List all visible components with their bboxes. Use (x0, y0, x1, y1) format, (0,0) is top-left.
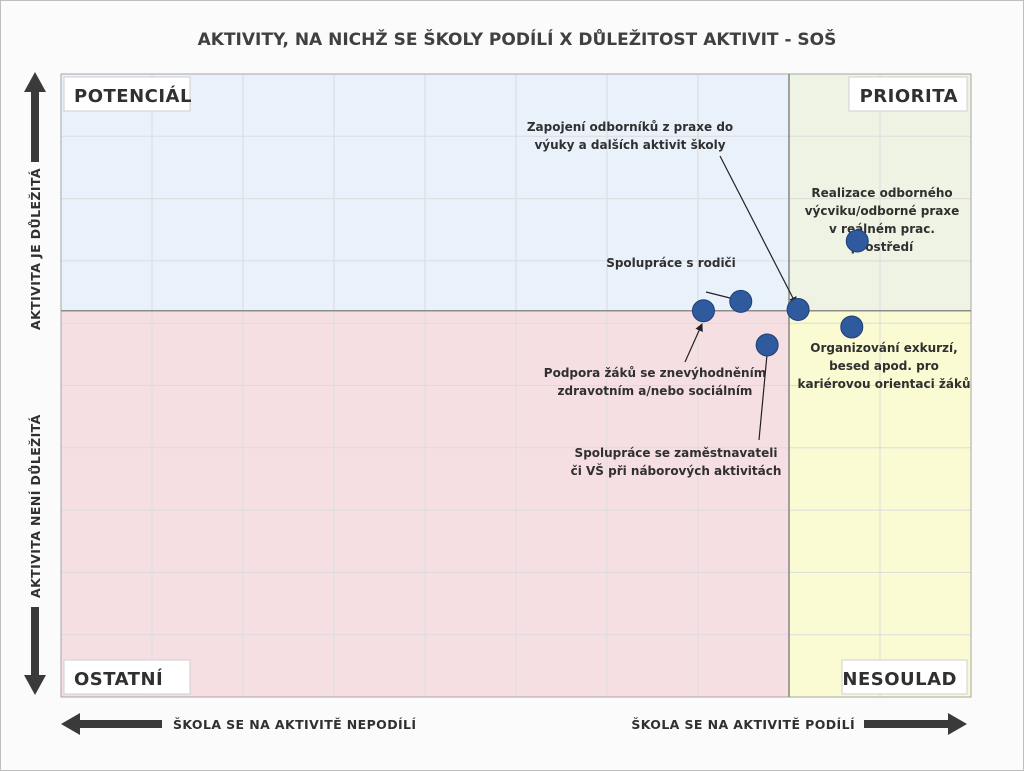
y-axis-label-top: AKTIVITA JE DŮLEŽITÁ (28, 168, 43, 330)
data-point (755, 333, 779, 357)
point-annotations: Realizace odborného výcviku/odborné praxe… (527, 120, 971, 478)
annotation-arrow (758, 343, 772, 441)
data-points (691, 229, 869, 357)
annotation-arrow (719, 155, 797, 305)
data-point (840, 315, 864, 339)
data-point (845, 229, 869, 253)
chart-title: AKTIVITY, NA NICHŽ SE ŠKOLY PODÍLÍ X DŮL… (198, 27, 837, 50)
quadrant-label-nesoulad-text: NESOULAD (842, 669, 957, 690)
quadrant-label-priorita-text: PRIORITA (860, 86, 958, 107)
y-axis-label-bottom: AKTIVITA NENÍ DŮLEŽITÁ (28, 414, 43, 598)
annotation-arrow (684, 323, 703, 363)
x-axis-right-arrow (864, 713, 967, 735)
y-axis-up-arrow (24, 72, 46, 162)
x-axis-label-right: ŠKOLA SE NA AKTIVITĚ PODÍLÍ (631, 717, 855, 732)
quadrant-label-ostatni: OSTATNÍ (63, 659, 191, 695)
point-label: Podpora žáků se znevýhodněním zdravotním … (544, 366, 766, 398)
point-label: Organizování exkurzí, besed apod. pro kari… (798, 341, 971, 391)
point-label: Spolupráce se zaměstnavateli či VŠ při ná… (571, 446, 782, 478)
plot-border (60, 73, 972, 698)
quadrant-label-priorita: PRIORITA (848, 76, 968, 112)
quadrant-label-potencial-text: POTENCIÁL (74, 85, 192, 107)
data-point (729, 289, 753, 313)
point-label: Spolupráce s rodiči (606, 256, 736, 270)
quadrant-label-ostatni-text: OSTATNÍ (74, 668, 163, 690)
point-label: Zapojení odborníků z praxe do výuky a dal… (527, 120, 733, 152)
y-axis-down-arrow (24, 607, 46, 695)
quadrant-label-nesoulad: NESOULAD (841, 659, 968, 695)
data-point (691, 299, 715, 323)
quadrant-label-potencial: POTENCIÁL (63, 76, 192, 112)
x-axis-label-left: ŠKOLA SE NA AKTIVITĚ NEPODÍLÍ (173, 717, 416, 732)
x-axis-left-arrow (61, 713, 162, 735)
data-point (786, 297, 810, 321)
